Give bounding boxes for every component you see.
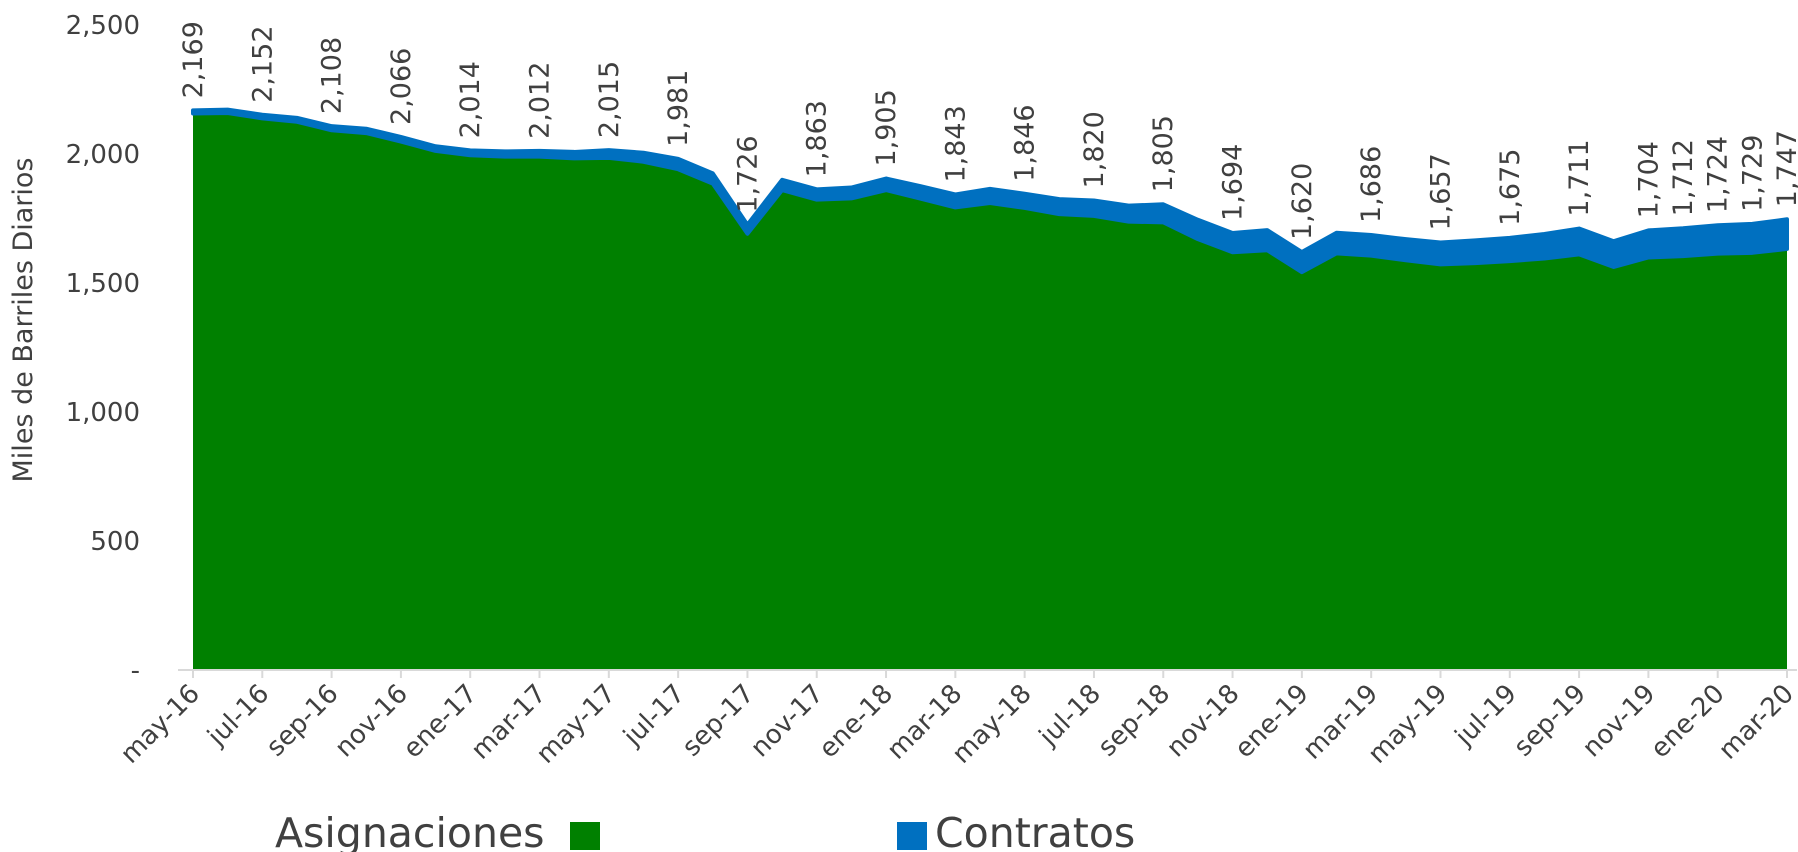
data-label: 1,820 [1079, 111, 1110, 188]
x-tick-label: mar-20 [1713, 679, 1798, 766]
x-tick-label: sep-18 [1092, 679, 1176, 763]
x-tick-label: ene-17 [398, 679, 484, 765]
data-label: 1,981 [663, 70, 694, 147]
data-label: 1,805 [1148, 115, 1179, 192]
legend-label: Asignaciones [275, 809, 545, 852]
legend-swatch [570, 822, 600, 850]
data-label: 1,675 [1495, 149, 1526, 226]
data-label: 1,686 [1356, 146, 1387, 223]
data-label: 1,905 [871, 89, 902, 166]
data-label: 2,014 [455, 61, 486, 138]
data-label: 1,712 [1668, 139, 1699, 216]
x-tick-label: nov-16 [329, 679, 414, 764]
area [193, 112, 1787, 670]
legend-label: Contratos [935, 809, 1135, 852]
x-tick-label: nov-18 [1161, 679, 1246, 764]
data-label: 1,711 [1564, 139, 1595, 216]
x-tick-label: may-16 [115, 679, 206, 770]
y-axis-label: Miles de Barriles Diarios [8, 158, 39, 483]
data-label: 1,694 [1218, 144, 1249, 221]
data-label: 1,843 [940, 105, 971, 182]
y-tick-label: 1,000 [66, 398, 140, 428]
data-label: 2,152 [247, 25, 278, 102]
x-tick-label: sep-19 [1508, 679, 1592, 763]
data-label: 1,724 [1703, 136, 1734, 213]
area [191, 107, 1789, 275]
data-label: 1,704 [1633, 141, 1664, 218]
y-tick-label: 2,500 [66, 11, 140, 41]
y-tick-label: 1,500 [66, 269, 140, 299]
data-label: 1,729 [1737, 135, 1768, 212]
data-label: 1,620 [1287, 163, 1318, 240]
data-label: 1,846 [1010, 104, 1041, 181]
data-label: 2,012 [525, 62, 556, 139]
data-label: 1,657 [1425, 153, 1456, 230]
data-label: 1,747 [1772, 130, 1798, 207]
legend-swatch [897, 822, 927, 850]
data-label: 2,066 [386, 48, 417, 125]
x-tick-label: ene-20 [1645, 679, 1731, 765]
x-tick-label: nov-17 [745, 679, 830, 764]
y-tick-label: 500 [90, 527, 140, 557]
data-label: 2,169 [178, 21, 209, 98]
x-tick-label: sep-16 [261, 679, 345, 763]
data-label: 1,863 [802, 100, 833, 177]
data-label: 2,108 [317, 37, 348, 114]
x-tick-label: ene-19 [1229, 679, 1315, 765]
data-label: 2,015 [594, 61, 625, 138]
data-label: 1,726 [732, 135, 763, 212]
y-tick-label: - [131, 656, 140, 686]
x-tick-label: sep-17 [677, 679, 761, 763]
x-tick-label: ene-18 [813, 679, 899, 765]
y-tick-label: 2,000 [66, 140, 140, 170]
x-tick-label: nov-19 [1577, 679, 1662, 764]
